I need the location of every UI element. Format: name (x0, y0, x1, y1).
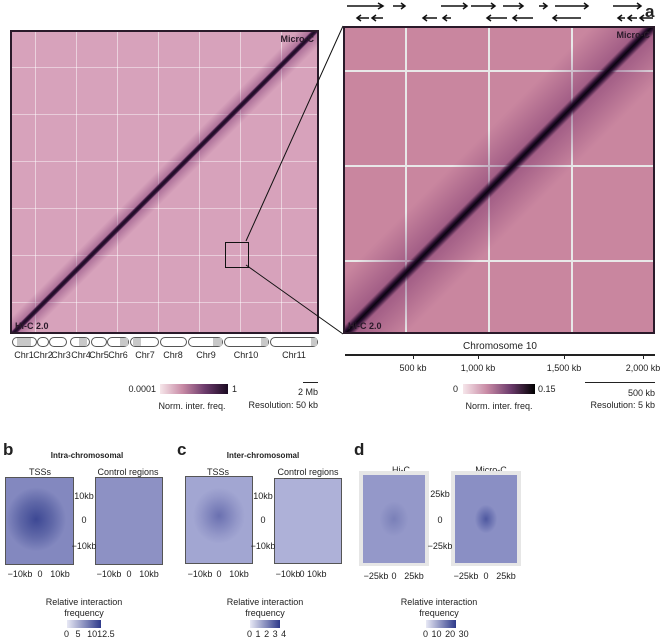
d-ytick: 25kb (430, 489, 450, 499)
d-xtick: 25kb (404, 571, 424, 581)
right-scale-bar (585, 382, 655, 383)
d-legend-title: Relative interaction (400, 597, 478, 607)
c-xtick: 0 10kb (299, 569, 327, 579)
panel-label-a: a (645, 2, 655, 21)
b-control-pileup (95, 477, 163, 565)
right-map-top-label: Micro-C (616, 30, 651, 40)
right-axis-title: Chromosome 10 (463, 341, 537, 352)
chr-label: Chr9 (196, 350, 216, 360)
d-xtick: 0 (391, 571, 397, 581)
b-xtick: 10kb (139, 569, 159, 579)
panel-d-sub1: Hi-C (392, 465, 410, 475)
chr-label: Chr5 (89, 350, 109, 360)
d-microc-pileup (455, 475, 517, 563)
b-tss-pileup (5, 477, 74, 565)
b-xtick: 0 (126, 569, 132, 579)
panel-c-title: Inter-chromosomal (226, 451, 300, 460)
b-legend-colorbar (67, 620, 101, 628)
left-map-bottom-label: Hi-C 2.0 (15, 321, 49, 331)
right-contact-map: Micro-C Hi-C 2.0 (343, 26, 655, 334)
chr-label: Chr8 (163, 350, 183, 360)
left-scale-bar (303, 382, 318, 383)
left-resolution: Resolution: 50 kb (248, 400, 318, 410)
right-axis-tick: 500 kb (399, 363, 427, 373)
zoom-region-box (225, 242, 249, 268)
c-tss-pileup (185, 476, 253, 564)
b-ytick: 10kb (74, 491, 94, 501)
b-legend-title: Relative interaction (45, 597, 123, 607)
b-legend-ticks: 0 5 1012.5 (64, 629, 115, 638)
chr-label: Chr2 (33, 350, 53, 360)
panel-b-title: Intra-chromosomal (50, 451, 124, 460)
d-hic-pileup (363, 475, 425, 563)
c-control-pileup (274, 478, 342, 564)
right-axis-tick: 1,000 kb (460, 363, 496, 373)
panel-label-d: d (354, 440, 365, 459)
panel-b-sub2: Control regions (97, 467, 159, 477)
left-colorbar-title: Norm. inter. freq. (158, 401, 226, 411)
d-xtick: 25kb (496, 571, 516, 581)
d-legend-colorbar (426, 620, 456, 628)
panel-d-sub2: Micro-C (475, 465, 507, 475)
right-resolution: Resolution: 5 kb (590, 400, 655, 410)
chr-label: Chr6 (108, 350, 128, 360)
b-legend-title: frequency (64, 608, 104, 618)
chr-label: Chr11 (282, 350, 306, 360)
b-xtick: 10kb (50, 569, 70, 579)
left-map-top-label: Micro-C (280, 34, 315, 44)
d-xtick: −25kb (453, 571, 479, 581)
right-axis-tick: 2,000 kb (625, 363, 661, 373)
c-legend-colorbar (250, 620, 280, 628)
panel-label-b: b (3, 440, 14, 459)
right-map-bottom-label: Hi-C 2.0 (348, 321, 382, 331)
c-ytick: −10kb (250, 541, 276, 551)
right-axis-line (345, 354, 655, 356)
panel-label-c: c (177, 440, 187, 459)
left-contact-map: Micro-C Hi-C 2.0 (10, 30, 319, 334)
c-xtick: −10kb (275, 569, 301, 579)
panel-c-sub1: TSSs (206, 467, 230, 477)
left-scale-label: 2 Mb (297, 387, 318, 397)
panel-b-sub1: TSSs (28, 467, 52, 477)
right-colorbar-title: Norm. inter. freq. (465, 401, 533, 411)
b-ytick: 0 (81, 515, 87, 525)
chr-label: Chr3 (51, 350, 71, 360)
chr-label: Chr10 (233, 350, 259, 360)
b-xtick: −10kb (7, 569, 33, 579)
c-legend-ticks: 0 1 2 3 4 (247, 629, 287, 638)
right-colorbar-min: 0 (452, 384, 458, 394)
d-ytick: −25kb (427, 541, 453, 551)
c-legend-title: Relative interaction (226, 597, 304, 607)
chr-label: Chr1 (14, 350, 34, 360)
right-colorbar-max: 0.15 (538, 384, 556, 394)
zoom-connector-lines (245, 25, 344, 335)
b-xtick: 0 (37, 569, 43, 579)
b-ytick: −10kb (71, 541, 97, 551)
c-ytick: 10kb (253, 491, 273, 501)
chr-label: Chr7 (135, 350, 155, 360)
b-xtick: −10kb (96, 569, 122, 579)
left-colorbar-min: 0.0001 (128, 384, 156, 394)
right-axis-tick: 1,500 kb (546, 363, 582, 373)
c-legend-title: frequency (245, 608, 285, 618)
c-ytick: 0 (260, 515, 266, 525)
left-colorbar (160, 384, 228, 394)
chr-label: Chr4 (71, 350, 91, 360)
d-ytick: 0 (437, 515, 443, 525)
right-scale-label: 500 kb (627, 388, 655, 398)
d-legend-ticks: 0 10 20 30 (423, 629, 469, 638)
c-xtick: −10kb (187, 569, 213, 579)
gene-arrows (347, 2, 653, 22)
c-xtick: 0 (216, 569, 222, 579)
d-xtick: 0 (483, 571, 489, 581)
panel-c-sub2: Control regions (277, 467, 339, 477)
right-colorbar (463, 384, 535, 394)
d-legend-title: frequency (419, 608, 459, 618)
c-xtick: 10kb (229, 569, 249, 579)
d-xtick: −25kb (363, 571, 389, 581)
left-colorbar-max: 1 (232, 384, 238, 394)
